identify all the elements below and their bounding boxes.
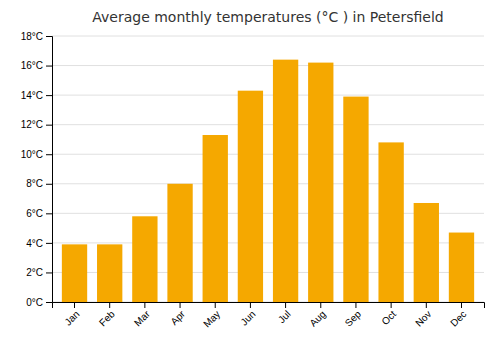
bar: [343, 97, 368, 302]
bar: [449, 233, 474, 302]
y-tick-mark: [46, 213, 52, 214]
bar: [414, 203, 439, 302]
x-tick: Oct: [379, 302, 398, 327]
grid-line: [52, 36, 484, 37]
bars: [62, 60, 474, 302]
y-tick-mark: [46, 125, 52, 126]
x-axis: Jan Feb Mar Apr May Jun Jul Aug Sep Oct Nov Dec: [53, 302, 485, 330]
x-tick-label: Apr: [168, 308, 187, 327]
y-axis-line: [46, 37, 53, 303]
x-tick-mark: [285, 302, 286, 308]
x-tick-label: Jun: [238, 308, 257, 327]
y-tick-label: 8°C: [26, 178, 43, 189]
x-tick: Nov: [413, 302, 433, 329]
x-tick-mark: [215, 302, 216, 308]
x-tick-mark: [461, 302, 462, 308]
x-tick-label: Jan: [62, 308, 81, 327]
x-tick: Jan: [62, 302, 81, 328]
bar: [62, 244, 87, 302]
chart-container: 0°C 2°C 4°C 6°C 8°C 10°C 12°C 14°C 16°C 18°C Jan Fe…: [0, 0, 500, 350]
x-tick: Jul: [276, 302, 293, 325]
y-tick: 18°C: [21, 31, 52, 42]
grid-line: [52, 154, 484, 155]
y-tick-mark: [46, 36, 52, 37]
y-tick: 14°C: [21, 90, 52, 101]
x-tick: May: [201, 302, 222, 330]
y-tick: 8°C: [26, 178, 52, 189]
x-tick-mark: [355, 302, 356, 308]
y-tick-label: 12°C: [21, 119, 43, 130]
title: Average monthly temperatures (°C ) in Pe…: [92, 9, 443, 25]
x-tick-label: Sep: [343, 308, 364, 329]
grid: [52, 36, 484, 302]
y-axis: 0°C 2°C 4°C 6°C 8°C 10°C 12°C 14°C 16°C 18°C: [21, 31, 53, 308]
x-tick-label: Jul: [276, 308, 293, 325]
y-tick-label: 14°C: [21, 90, 43, 101]
y-tick: 2°C: [26, 267, 52, 278]
x-tick-label: Feb: [97, 308, 117, 328]
y-tick-label: 16°C: [21, 60, 43, 71]
bar: [308, 63, 333, 302]
bar: [132, 216, 157, 302]
x-tick-mark: [391, 302, 392, 308]
x-tick-mark: [74, 302, 75, 308]
x-tick-mark: [320, 302, 321, 308]
bar: [203, 135, 228, 302]
y-tick: 12°C: [21, 119, 52, 130]
y-tick-mark: [46, 302, 52, 303]
x-tick-label: Nov: [413, 308, 433, 328]
y-tick: 10°C: [21, 149, 52, 160]
y-tick-label: 2°C: [26, 267, 43, 278]
grid-line: [52, 95, 484, 96]
x-tick-mark: [180, 302, 181, 308]
x-tick: Jun: [238, 302, 257, 328]
x-tick-mark: [144, 302, 145, 308]
y-tick-label: 18°C: [21, 31, 43, 42]
y-tick: 16°C: [21, 60, 52, 71]
x-tick: Apr: [168, 302, 187, 327]
grid-line: [52, 65, 484, 66]
x-tick-label: Aug: [307, 308, 327, 328]
x-tick-label: May: [201, 308, 222, 329]
x-tick-label: Mar: [132, 308, 152, 328]
chart-svg: 0°C 2°C 4°C 6°C 8°C 10°C 12°C 14°C 16°C 18°C Jan Fe…: [0, 0, 500, 350]
x-tick-label: Oct: [379, 308, 398, 327]
y-tick-mark: [46, 66, 52, 67]
x-tick: Sep: [343, 302, 364, 329]
x-tick-label: Dec: [448, 308, 468, 328]
y-tick-mark: [46, 184, 52, 185]
x-tick-mark: [250, 302, 251, 308]
plot-area: 0°C 2°C 4°C 6°C 8°C 10°C 12°C 14°C 16°C 18°C Jan Fe…: [21, 31, 485, 330]
y-tick-mark: [46, 243, 52, 244]
y-tick: 6°C: [26, 208, 52, 219]
x-tick-mark: [426, 302, 427, 308]
grid-line: [52, 124, 484, 125]
bar: [238, 91, 263, 302]
bar: [378, 142, 403, 302]
x-axis-line: [53, 303, 485, 309]
y-tick-label: 4°C: [26, 238, 43, 249]
bar: [167, 184, 192, 302]
y-tick-mark: [46, 154, 52, 155]
x-tick: Feb: [97, 302, 117, 328]
bar: [97, 244, 122, 302]
y-tick-label: 6°C: [26, 208, 43, 219]
y-tick-label: 10°C: [21, 149, 43, 160]
grid-line: [52, 183, 484, 184]
y-tick-mark: [46, 272, 52, 273]
x-tick: Aug: [307, 302, 327, 329]
x-tick: Mar: [132, 302, 152, 328]
x-tick: Dec: [448, 302, 468, 329]
y-tick: 0°C: [26, 297, 52, 308]
y-tick-label: 0°C: [26, 297, 43, 308]
y-tick: 4°C: [26, 238, 52, 249]
x-tick-mark: [109, 302, 110, 308]
y-tick-mark: [46, 95, 52, 96]
bar: [273, 60, 298, 302]
